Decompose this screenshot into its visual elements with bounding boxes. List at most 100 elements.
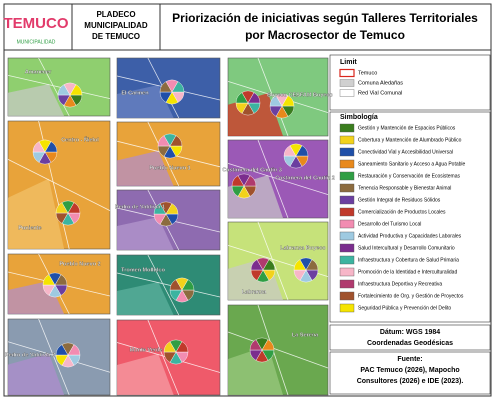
legend-label: Comercialización de Productos Locales [358, 209, 446, 215]
pie-wedge [171, 81, 185, 93]
map-zone [8, 353, 65, 395]
legend-swatch [339, 159, 355, 169]
road [7, 57, 111, 117]
legend-swatch [339, 219, 355, 229]
logo-sub: MUNICIPALIDAD [17, 39, 56, 45]
org-line: MUNICIPALIDAD [84, 21, 148, 30]
map-zone [117, 217, 174, 250]
map-zone [8, 84, 65, 116]
panel-label: Labranza Boyeco [280, 245, 326, 251]
legend-label: Infraestructura Deportiva y Recreativa [358, 281, 442, 287]
legend-swatch [339, 135, 355, 145]
datum-box [329, 324, 491, 351]
legend-label: Tenencia Responsable y Bienestar Animal [358, 185, 451, 191]
legend-swatch [339, 267, 355, 277]
map-zone [117, 353, 174, 395]
limit-label: Comuna Aledañas [358, 80, 403, 86]
legend-swatch [339, 231, 355, 241]
pie-wedge [175, 341, 189, 353]
legend-swatch [339, 255, 355, 265]
panel-label: Amanecer [25, 69, 52, 75]
legend-swatch [339, 243, 355, 253]
pie-wedge [165, 203, 179, 215]
pie-wedge [262, 259, 276, 271]
pie-wedge [181, 279, 195, 291]
pie-wedge [281, 95, 295, 107]
panel-label: Pueblo Nuevo 2 [59, 261, 100, 267]
org-line: PLADECO [96, 10, 135, 19]
legend-label: Conectividad Vial y Accesibilidad Univer… [358, 149, 453, 155]
panel-label: Boyeco CESFAM Boyeco [267, 92, 333, 98]
panel-label: Pedro de Valdivia 2 [5, 352, 55, 358]
road [227, 139, 329, 219]
org-line: DE TEMUCO [92, 32, 140, 41]
panel-label: Monte Verde [130, 347, 163, 353]
source: Fuente: [397, 356, 422, 363]
legend-label: Infraestructura y Cobertura de Salud Pri… [358, 257, 459, 263]
limit-swatch [339, 68, 355, 78]
limit-label: Temuco [358, 70, 377, 76]
panel-label: Costanera del Cautín 3 [222, 167, 282, 173]
pie-wedge [247, 92, 261, 104]
panel-label: Pueblo Nuevo 1 [149, 165, 190, 171]
source: Consultores (2026) e IDE (2023). [357, 378, 464, 385]
pie-wedge [305, 259, 319, 271]
pie-wedge [169, 135, 183, 147]
datum: Coordenadas Geodésicas [367, 340, 453, 347]
map-zone [117, 282, 174, 315]
pie-wedge [67, 344, 81, 356]
panel-label: Tromen Mollulco [121, 267, 165, 273]
legend-label: Seguridad Pública y Prevención del Delit… [358, 305, 451, 311]
legend-swatch [339, 123, 355, 133]
source: PAC Temuco (2026), Mapocho [360, 367, 459, 374]
panel-label: El Carmen [121, 90, 149, 96]
limit-box [329, 54, 491, 111]
pie-wedge [54, 274, 68, 286]
limit-swatch [339, 89, 355, 97]
source-box [329, 351, 491, 395]
panel-label: Centro - Ñielol [61, 136, 99, 143]
panel-label: Costanera del Cautín 2 [275, 175, 335, 181]
limit-label: Red Vial Comunal [358, 90, 402, 96]
legend-swatch [339, 171, 355, 181]
logo: TEMUCO [4, 15, 69, 32]
legend-swatch [339, 147, 355, 157]
frame [3, 3, 492, 397]
limit-title: Limit [340, 59, 357, 66]
legend-swatch [339, 183, 355, 193]
legend-swatch [339, 291, 355, 301]
legend-box [329, 111, 491, 323]
legend-label: Promoción de la Identidad e Intercultura… [358, 269, 457, 275]
map-zone [117, 150, 174, 186]
pie-wedge [243, 175, 257, 187]
legend-swatch [339, 207, 355, 217]
map-zone [117, 85, 174, 118]
pie-wedge [295, 145, 309, 157]
legend-label: Fortalecimiento de Org. y Gestión de Pro… [358, 293, 464, 299]
map-zone [8, 178, 65, 249]
pie-wedge [69, 84, 83, 96]
panel-label: La Serena [292, 332, 319, 338]
legend-label: Gestión Integral de Residuos Sólidos [358, 197, 441, 203]
legend-swatch [339, 195, 355, 205]
legend-label: Restauración y Conservación de Ecosistem… [358, 173, 460, 179]
road [116, 254, 221, 316]
panel-label: Pedro de Valdivia 1 [115, 204, 165, 210]
legend-label: Cobertura y Mantención de Alumbrado Públ… [358, 137, 462, 143]
title: Priorización de iniciativas según Taller… [172, 11, 478, 25]
legend-title: Simbología [340, 114, 378, 121]
legend-swatch [339, 303, 355, 313]
title: por Macrosector de Temuco [245, 28, 405, 42]
legend-label: Gestión y Mantención de Espacios Público… [358, 125, 456, 131]
datum: Dátum: WGS 1984 [380, 329, 440, 336]
panel-label: Labranza [242, 289, 267, 295]
legend-swatch [339, 279, 355, 289]
panel-label: Poniente [18, 225, 41, 231]
legend-label: Saneamiento Sanitario y Acceso a Agua Po… [358, 161, 466, 167]
legend-label: Desarrollo del Turismo Local [358, 221, 421, 227]
pie-wedge [67, 202, 81, 214]
legend-label: Salud Intercultural y Desarrollo Comunit… [358, 245, 455, 251]
legend-label: Actividad Productiva y Capacidades Labor… [358, 233, 462, 239]
pie-wedge [44, 141, 58, 153]
